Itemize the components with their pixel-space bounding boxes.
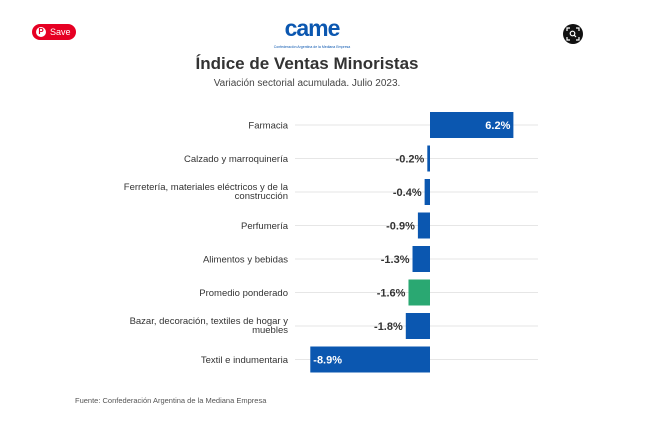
category-label: Promedio ponderado — [199, 288, 288, 299]
bar — [417, 212, 430, 239]
chart-subtitle: Variación sectorial acumulada. Julio 202… — [213, 78, 401, 89]
category-label: Alimentos y bebidas — [203, 255, 288, 266]
value-label: -1.6% — [377, 288, 406, 300]
logo-subtitle: Confederación Argentina de la Mediana Em… — [273, 45, 351, 49]
visual-search-button[interactable] — [563, 24, 583, 44]
bar — [427, 145, 430, 172]
logo-text: came — [284, 15, 341, 41]
bar — [424, 179, 430, 205]
category-label: Ferretería, materiales eléctricos y de l… — [124, 182, 289, 202]
pinterest-icon: P — [36, 27, 46, 37]
bar — [412, 246, 430, 272]
came-logo: came Confederación Argentina de la Media… — [274, 14, 350, 52]
pinterest-save-button[interactable]: P Save — [32, 24, 76, 40]
category-label: Farmacia — [248, 121, 288, 132]
save-label: Save — [50, 27, 71, 37]
bar — [430, 112, 514, 138]
value-label: -1.3% — [381, 254, 410, 266]
bar — [405, 313, 430, 339]
source-note: Fuente: Confederación Argentina de la Me… — [75, 396, 267, 405]
category-label: Calzado y marroquinería — [184, 154, 289, 165]
lens-search-icon — [566, 27, 580, 41]
value-label: -8.9% — [313, 355, 342, 367]
category-label: Textil e indumentaria — [201, 355, 289, 366]
value-label: -0.4% — [393, 187, 422, 199]
bar — [310, 346, 430, 373]
bar — [408, 279, 430, 306]
category-label: Perfumería — [241, 221, 289, 232]
category-label: Bazar, decoración, textiles de hogar y mu… — [130, 316, 289, 336]
value-label: 6.2% — [485, 120, 510, 132]
value-label: -0.9% — [386, 221, 415, 233]
chart-title: Índice de Ventas Minoristas — [195, 54, 419, 73]
value-label: -1.8% — [374, 321, 403, 333]
value-label: -0.2% — [396, 154, 425, 166]
